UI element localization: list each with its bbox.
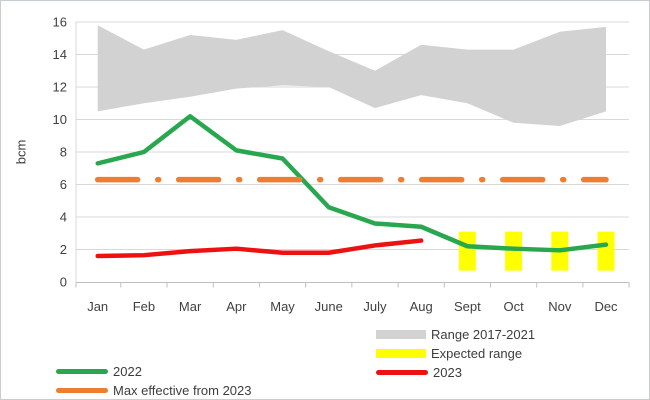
legend-item-max-effective-from-2023: Max effective from 2023 bbox=[56, 381, 252, 399]
month-label-july: July bbox=[363, 299, 387, 314]
y-axis-title: bcm bbox=[13, 139, 29, 165]
y-tick-label: 6 bbox=[60, 177, 67, 192]
y-tick-label: 12 bbox=[53, 80, 67, 95]
month-label-june: June bbox=[315, 299, 343, 314]
expected-range-bar-dec bbox=[597, 231, 615, 271]
month-label-may: May bbox=[270, 299, 295, 314]
legend-item-range-2017-2021: Range 2017-2021 bbox=[376, 325, 535, 344]
month-label-dec: Dec bbox=[594, 299, 618, 314]
legend-item-2023: 2023 bbox=[376, 363, 535, 382]
legend-swatch-max-effective-from-2023 bbox=[56, 388, 108, 393]
month-label-jan: Jan bbox=[87, 299, 108, 314]
month-label-mar: Mar bbox=[179, 299, 202, 314]
month-label-sept: Sept bbox=[454, 299, 481, 314]
month-label-aug: Aug bbox=[410, 299, 433, 314]
expected-range-bar-oct bbox=[505, 231, 523, 271]
y-tick-label: 14 bbox=[53, 47, 67, 62]
legend-item-expected-range: Expected range bbox=[376, 344, 535, 363]
legend-swatch-range-2017-2021 bbox=[376, 330, 426, 339]
legend-label-2022: 2022 bbox=[113, 364, 142, 379]
month-label-feb: Feb bbox=[133, 299, 155, 314]
month-label-nov: Nov bbox=[548, 299, 572, 314]
y-tick-label: 2 bbox=[60, 242, 67, 257]
legend-label-max-effective-from-2023: Max effective from 2023 bbox=[113, 383, 252, 398]
y-tick-label: 0 bbox=[60, 275, 67, 290]
legend-column-right: Range 2017-2021 Expected range 2023 bbox=[376, 325, 535, 382]
y-tick-label: 4 bbox=[60, 210, 67, 225]
y-tick-label: 16 bbox=[53, 15, 67, 30]
legend-swatch-expected-range bbox=[376, 349, 426, 358]
range-band-2017-2021 bbox=[97, 25, 607, 126]
legend-label-expected-range: Expected range bbox=[431, 346, 523, 361]
month-label-apr: Apr bbox=[226, 299, 247, 314]
legend-label-2023: 2023 bbox=[433, 365, 462, 380]
legend-swatch-2022 bbox=[56, 369, 108, 374]
month-label-oct: Oct bbox=[503, 299, 524, 314]
legend-column-left: 2022 Max effective from 2023 bbox=[56, 362, 252, 399]
y-tick-label: 10 bbox=[53, 112, 67, 127]
expected-range-bar-sept bbox=[458, 231, 476, 271]
legend-item-2022: 2022 bbox=[56, 362, 252, 381]
line-2022 bbox=[95, 114, 609, 253]
y-tick-label: 8 bbox=[60, 145, 67, 160]
legend-swatch-2023 bbox=[376, 370, 428, 375]
line-2023 bbox=[95, 238, 424, 259]
legend-label-range-2017-2021: Range 2017-2021 bbox=[431, 327, 536, 342]
